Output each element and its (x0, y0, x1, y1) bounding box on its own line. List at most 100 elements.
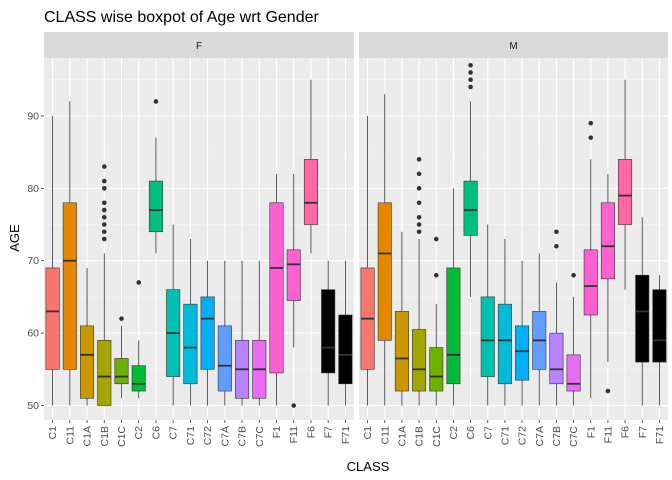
box-iqr (321, 289, 336, 374)
outlier-point (588, 135, 594, 140)
box-F-C1 (45, 115, 60, 406)
box-M-C7 (480, 224, 495, 406)
y-axis-title: AGE (7, 224, 22, 252)
outlier-point (101, 186, 107, 191)
outlier-point (416, 157, 422, 162)
box-iqr (429, 347, 444, 392)
outlier-point (119, 316, 124, 321)
box-iqr (480, 296, 495, 377)
box-F-C1B (97, 164, 112, 406)
box-iqr (600, 202, 615, 280)
x-tick-label: F7 (637, 426, 649, 438)
box-iqr (97, 340, 112, 406)
outlier-point (468, 77, 473, 83)
outlier-point (101, 222, 107, 227)
box-iqr (652, 289, 667, 363)
y-tick-label: 80 (27, 183, 39, 195)
outlier-point (136, 280, 142, 285)
x-tick-label: C1A (82, 426, 94, 446)
x-tick-label: F71 (340, 426, 352, 444)
box-F-C7A (217, 260, 232, 406)
outlier-point (588, 120, 594, 126)
x-tick-label: C71 (499, 426, 511, 445)
box-M-C7B (549, 229, 564, 406)
box-iqr (45, 267, 60, 370)
x-tick-label: F7 (323, 426, 335, 438)
box-M-C1 (360, 115, 375, 406)
x-axis-title: CLASS (347, 459, 390, 474)
box-M-C1B (412, 157, 427, 406)
outlier-point (291, 403, 297, 408)
box-iqr (549, 332, 564, 385)
box-M-C1A (394, 231, 409, 406)
box-iqr (131, 365, 146, 392)
x-tick-label: C1 (362, 426, 374, 440)
box-iqr (635, 274, 650, 363)
facet-panel-F: F C1 C11 C1A C1B C1C C2 C6 C7 C71 C72 C7A C7B C7C F1 F1… (44, 32, 354, 447)
facet-strip (44, 32, 354, 58)
x-tick-label: C7 (482, 426, 494, 440)
box-F-C11 (62, 101, 77, 406)
outlier-point (101, 200, 107, 206)
panel-background (44, 58, 354, 420)
box-iqr (217, 325, 232, 392)
x-tick-label: F71 (654, 426, 666, 444)
x-tick-label: C1B (99, 426, 111, 446)
outlier-point (554, 229, 559, 235)
box-iqr (618, 159, 633, 225)
box-F-C1C (114, 316, 129, 399)
x-tick-label: C7C (254, 426, 266, 447)
x-tick-label: C72 (517, 426, 529, 445)
box-iqr (114, 358, 129, 385)
outlier-point (416, 229, 422, 235)
box-M-F6 (618, 79, 633, 290)
facet-label: F (196, 41, 202, 52)
x-tick-label: C7 (168, 426, 180, 440)
y-tick-label: 50 (27, 400, 39, 412)
outlier-point (468, 84, 473, 90)
box-F-F1 (269, 173, 284, 406)
box-M-F11 (600, 173, 615, 394)
box-iqr (515, 325, 530, 381)
box-iqr (377, 202, 392, 341)
y-tick-label: 90 (27, 110, 39, 122)
x-tick-label: C6 (150, 426, 162, 440)
facet-strip (359, 32, 668, 58)
x-tick-label: C6 (465, 426, 477, 440)
box-iqr (338, 314, 353, 385)
box-iqr (463, 180, 478, 236)
outlier-point (468, 70, 473, 75)
outlier-point (101, 229, 107, 235)
facet-label: M (509, 41, 517, 52)
outlier-point (605, 388, 611, 394)
box-M-C2 (446, 188, 461, 406)
box-iqr (148, 180, 163, 233)
box-F-F71 (338, 260, 353, 406)
outlier-point (416, 222, 422, 227)
box-iqr (80, 325, 95, 399)
outlier-point (153, 99, 159, 104)
box-iqr (62, 202, 77, 370)
outlier-point (101, 164, 107, 169)
x-tick-label: C1B (414, 426, 426, 446)
x-tick-label: C7C (568, 426, 580, 447)
x-tick-label: F6 (620, 426, 632, 438)
outlier-point (416, 214, 422, 220)
x-tick-label: C7A (219, 426, 231, 446)
box-F-C71 (183, 239, 198, 406)
box-M-C72 (515, 260, 530, 406)
outlier-point (468, 62, 473, 68)
box-iqr (183, 303, 198, 385)
box-M-F71 (652, 275, 667, 406)
box-M-C71 (497, 239, 512, 406)
outlier-point (433, 272, 439, 278)
box-F-C7 (166, 224, 181, 406)
outlier-point (416, 186, 422, 191)
outlier-point (416, 171, 422, 177)
box-iqr (412, 329, 427, 392)
facet-panels: F C1 C11 C1A C1B C1C C2 C6 C7 C71 C72 C7A C7B C7C F1 F1… (44, 32, 668, 447)
x-tick-label: F11 (602, 426, 614, 443)
box-M-C1C (429, 236, 444, 406)
box-F-C7B (235, 260, 250, 406)
